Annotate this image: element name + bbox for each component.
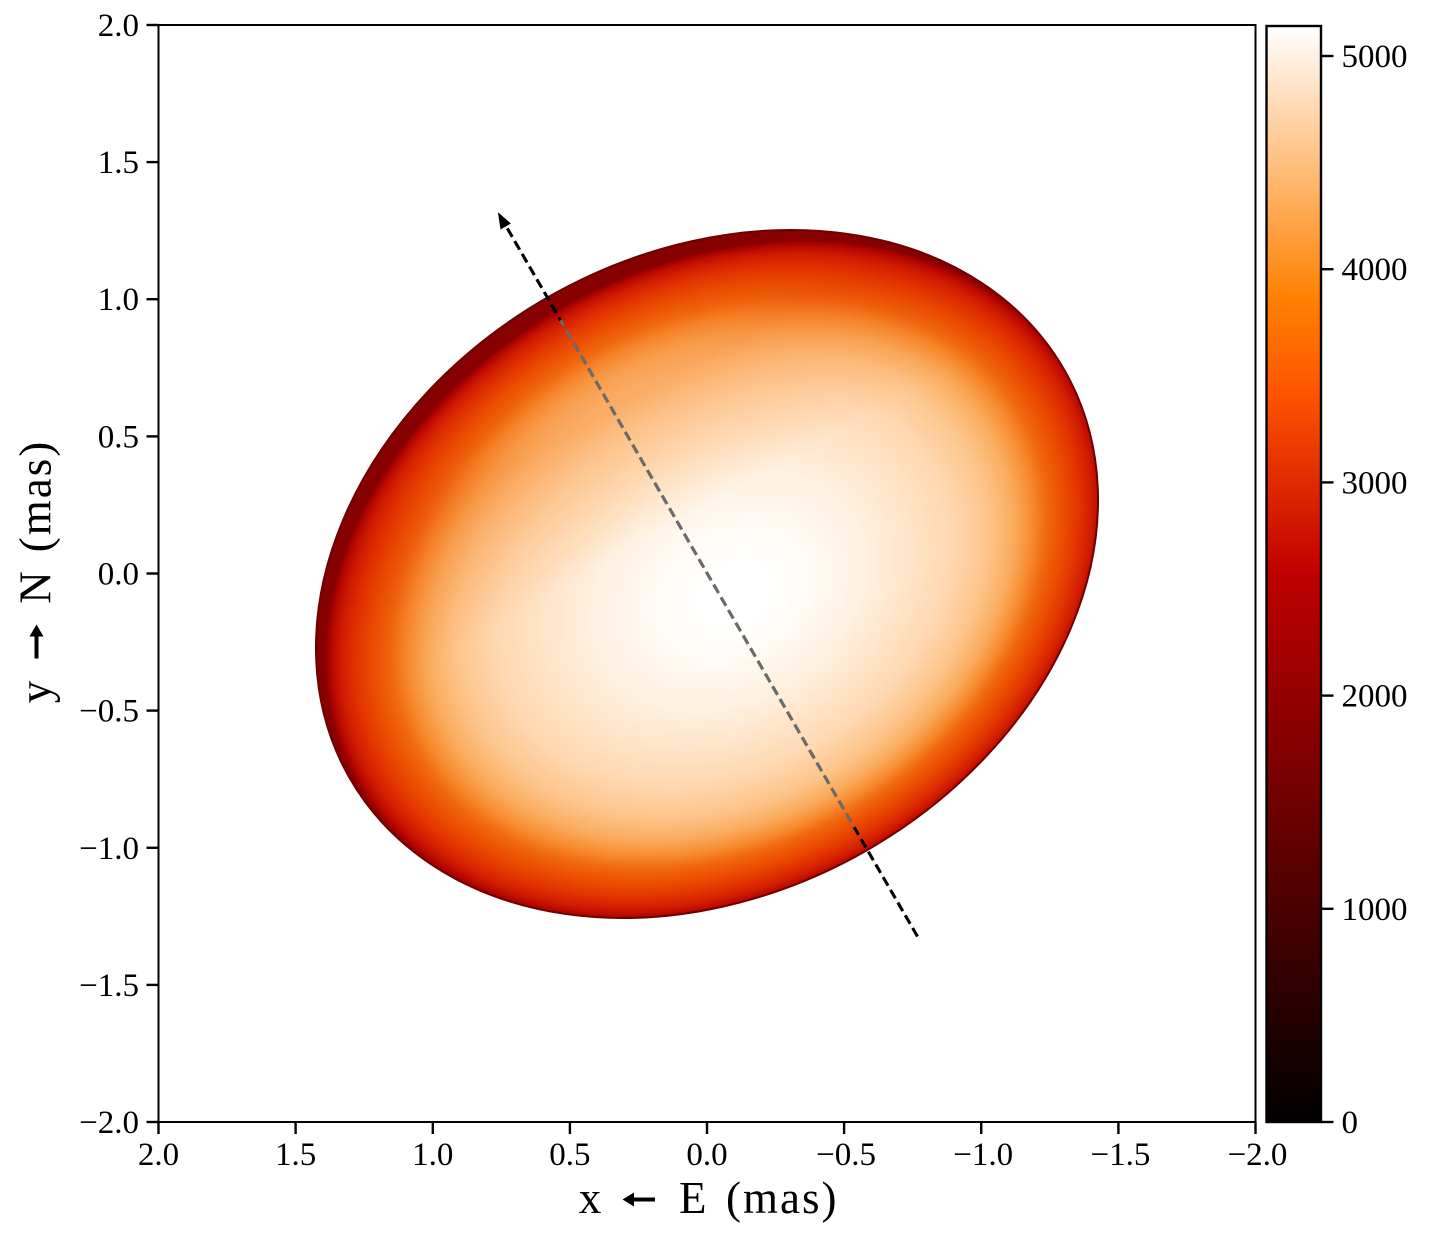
svg-text:1.5: 1.5 (98, 145, 139, 181)
svg-text:5000: 5000 (1342, 39, 1408, 75)
svg-text:E: E (679, 1173, 707, 1223)
svg-text:−1.5: −1.5 (1090, 1137, 1150, 1173)
svg-text:0.5: 0.5 (98, 419, 139, 455)
svg-text:2.0: 2.0 (98, 8, 139, 44)
svg-text:y: y (11, 680, 61, 703)
svg-text:−2.0: −2.0 (79, 1105, 139, 1141)
svg-text:4000: 4000 (1342, 252, 1408, 288)
svg-text:0.0: 0.0 (98, 557, 139, 593)
svg-text:−2.0: −2.0 (1228, 1137, 1288, 1173)
svg-text:1.0: 1.0 (412, 1137, 453, 1173)
svg-text:−1.5: −1.5 (79, 968, 139, 1004)
svg-text:0.5: 0.5 (549, 1137, 590, 1173)
svg-text:1000: 1000 (1342, 892, 1408, 928)
svg-text:1.0: 1.0 (98, 282, 139, 318)
svg-text:0: 0 (1342, 1105, 1359, 1141)
svg-text:−0.5: −0.5 (816, 1137, 876, 1173)
svg-text:3000: 3000 (1342, 465, 1408, 501)
svg-text:(mas): (mas) (726, 1173, 838, 1223)
svg-text:(mas): (mas) (11, 440, 61, 552)
svg-text:N: N (11, 571, 61, 604)
svg-text:2.0: 2.0 (138, 1137, 179, 1173)
svg-text:2000: 2000 (1342, 679, 1408, 715)
svg-text:0.0: 0.0 (686, 1137, 727, 1173)
svg-text:−0.5: −0.5 (79, 694, 139, 730)
svg-text:−1.0: −1.0 (79, 831, 139, 867)
svg-text:x: x (579, 1173, 602, 1223)
svg-text:1.5: 1.5 (275, 1137, 316, 1173)
svg-text:−1.0: −1.0 (953, 1137, 1013, 1173)
